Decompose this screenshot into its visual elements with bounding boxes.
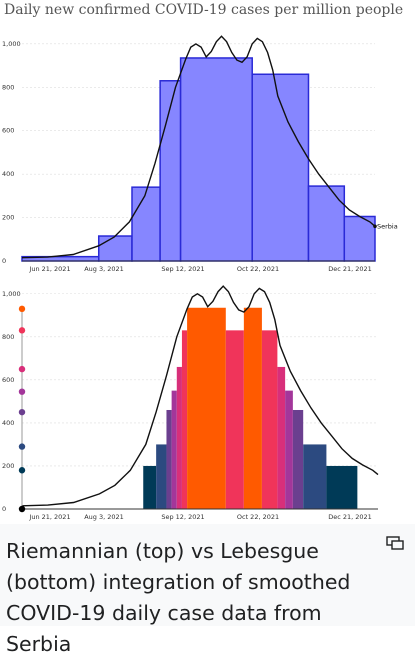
chart-bar bbox=[326, 465, 358, 509]
x-tick-label: Oct 22, 2021 bbox=[237, 513, 279, 521]
chart-bar bbox=[179, 57, 253, 262]
chart-bar bbox=[251, 73, 310, 262]
chart-bar bbox=[261, 330, 278, 509]
y-tick-label: 800 bbox=[2, 83, 14, 91]
chart-bar bbox=[285, 390, 293, 509]
level-marker bbox=[18, 505, 26, 513]
x-tick-label: Jun 21, 2021 bbox=[28, 513, 70, 521]
x-tick-label: Dec 21, 2021 bbox=[328, 513, 372, 521]
y-tick-label: 0 bbox=[2, 505, 6, 513]
level-marker bbox=[18, 408, 26, 416]
level-marker bbox=[18, 305, 26, 313]
smoothed-curve bbox=[21, 35, 376, 259]
caption-box: Riemannian (top) vs Lebesgue (bottom) in… bbox=[0, 524, 415, 656]
y-tick-label: 1,000 bbox=[2, 290, 21, 298]
chart-bar bbox=[225, 330, 244, 509]
figure-caption: Riemannian (top) vs Lebesgue (bottom) in… bbox=[6, 539, 351, 656]
chart-bar bbox=[277, 366, 286, 509]
level-marker bbox=[18, 365, 26, 373]
chart-title: Daily new confirmed COVID-19 cases per m… bbox=[4, 2, 403, 18]
y-tick-label: 600 bbox=[2, 376, 14, 384]
level-marker bbox=[18, 443, 26, 450]
x-tick-label: Sep 12, 2021 bbox=[161, 265, 204, 273]
chart-bar bbox=[292, 409, 304, 509]
x-tick-label: Jun 21, 2021 bbox=[28, 265, 70, 273]
series-end-marker bbox=[373, 224, 377, 229]
chart-bar bbox=[176, 366, 182, 509]
y-tick-label: 800 bbox=[2, 333, 14, 341]
chart-bar bbox=[131, 186, 161, 262]
chart-canvas: Daily new confirmed COVID-19 cases per m… bbox=[2, 2, 403, 521]
figure: Daily new confirmed COVID-19 cases per m… bbox=[2, 2, 403, 521]
level-marker bbox=[18, 467, 26, 474]
enlarge-icon[interactable] bbox=[386, 536, 404, 550]
x-tick-label: Dec 21, 2021 bbox=[328, 265, 372, 273]
x-tick-label: Aug 3, 2021 bbox=[84, 513, 124, 521]
y-tick-label: 1,000 bbox=[2, 40, 21, 48]
y-tick-label: 400 bbox=[2, 419, 14, 427]
y-tick-label: 200 bbox=[2, 214, 14, 222]
chart-bar bbox=[171, 390, 177, 509]
y-tick-label: 200 bbox=[2, 462, 14, 470]
series-label: Serbia bbox=[377, 222, 398, 230]
chart-bar bbox=[97, 235, 133, 262]
y-tick-label: 0 bbox=[2, 257, 6, 265]
chart-bar bbox=[181, 330, 188, 509]
chart-bar bbox=[166, 409, 172, 509]
x-tick-label: Oct 22, 2021 bbox=[237, 265, 279, 273]
chart-bar bbox=[156, 444, 167, 509]
x-tick-label: Sep 12, 2021 bbox=[161, 513, 204, 521]
level-marker bbox=[18, 388, 26, 395]
chart-bar bbox=[187, 307, 226, 509]
y-tick-label: 400 bbox=[2, 170, 14, 178]
chart-bar bbox=[143, 465, 157, 509]
chart-bar bbox=[303, 444, 327, 509]
x-tick-label: Aug 3, 2021 bbox=[84, 265, 124, 273]
chart-bar bbox=[307, 185, 346, 262]
chart-bar bbox=[243, 307, 262, 509]
y-tick-label: 600 bbox=[2, 127, 14, 135]
level-marker bbox=[18, 327, 26, 334]
smoothed-curve bbox=[21, 285, 379, 507]
